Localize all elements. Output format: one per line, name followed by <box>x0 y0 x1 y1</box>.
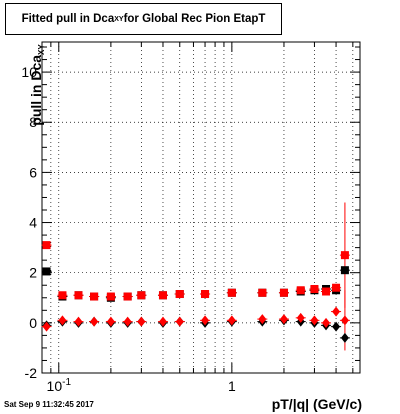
data-point-square <box>158 291 167 300</box>
timestamp: Sat Sep 9 11:32:45 2017 <box>4 400 94 409</box>
y-tick-label: 6 <box>29 164 37 180</box>
y-tick-label: 2 <box>29 265 37 281</box>
data-point-diamond <box>332 306 341 317</box>
data-point-square <box>296 286 305 295</box>
data-point-square <box>227 288 236 297</box>
y-axis-label-main: pull in Dca <box>28 54 44 126</box>
data-point-diamond <box>42 321 51 332</box>
data-point-diamond <box>106 316 115 327</box>
data-point-diamond <box>123 316 132 327</box>
data-point-diamond <box>310 315 319 326</box>
y-tick-label: 4 <box>29 215 37 231</box>
data-point-square <box>123 292 132 301</box>
data-point-diamond <box>90 316 99 327</box>
data-point-diamond <box>227 315 236 326</box>
data-point-diamond <box>158 316 167 327</box>
chart-title-main: Fitted pull in Dca <box>21 13 115 25</box>
data-point-square <box>42 267 51 276</box>
data-point-diamond <box>340 315 349 326</box>
data-point-square <box>201 290 210 299</box>
data-point-diamond <box>296 312 305 323</box>
y-axis-label-sub: XY <box>37 44 46 55</box>
data-point-diamond <box>175 316 184 327</box>
data-point-square <box>175 290 184 299</box>
x-tick-label: 10-1 <box>47 377 72 394</box>
chart-title-rest: for Global Rec Pion EtapT <box>123 13 266 25</box>
chart-title: Fitted pull in Dca XY for Global Rec Pion… <box>5 3 282 35</box>
data-point-square <box>322 287 331 296</box>
data-point-square <box>332 283 341 292</box>
data-point-square <box>74 291 83 300</box>
data-point-square <box>310 284 319 293</box>
data-point-square <box>258 288 267 297</box>
data-point-diamond <box>74 316 83 327</box>
x-tick-label: 1 <box>228 378 236 394</box>
data-point-diamond <box>332 321 341 332</box>
data-point-diamond <box>340 332 349 343</box>
plot-frame <box>41 41 361 374</box>
data-point-square <box>106 292 115 301</box>
data-point-square <box>90 292 99 301</box>
data-point-square <box>137 291 146 300</box>
data-point-diamond <box>201 315 210 326</box>
x-axis-label: pT/|q| (GeV/c) <box>271 396 362 412</box>
y-tick-label: 8 <box>29 114 37 130</box>
y-axis-label: pull in DcaXY <box>28 10 46 160</box>
data-point-diamond <box>322 317 331 328</box>
data-point-square <box>58 291 67 300</box>
data-point-square <box>42 241 51 250</box>
y-tick-label: 0 <box>29 315 37 331</box>
data-point-square <box>340 251 349 260</box>
data-point-diamond <box>58 315 67 326</box>
y-tick-label: 10 <box>21 64 37 80</box>
data-point-diamond <box>279 314 288 325</box>
data-point-square <box>340 266 349 275</box>
data-point-square <box>279 288 288 297</box>
data-point-diamond <box>137 316 146 327</box>
data-point-diamond <box>258 314 267 325</box>
chart-title-sub: XY <box>114 15 124 23</box>
y-tick-label: -2 <box>25 365 38 381</box>
x-tick-label-exponent: -1 <box>62 377 71 388</box>
